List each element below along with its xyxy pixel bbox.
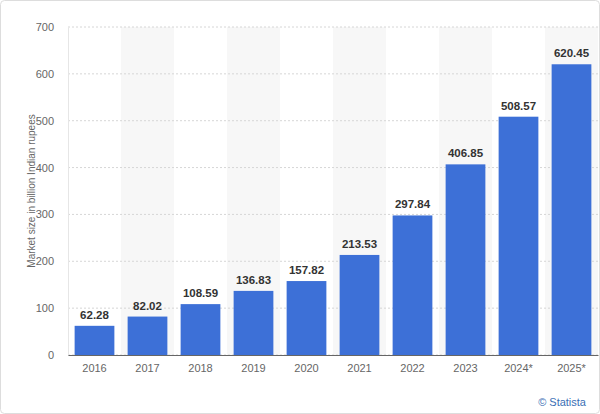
frame — [1, 1, 600, 414]
chart: 0100200300400500600700201620172018201920… — [0, 0, 600, 414]
x-tick: 2023 — [453, 355, 477, 374]
grid — [68, 27, 598, 355]
data-label: 508.57 — [501, 100, 536, 112]
x-tick: 2016 — [82, 355, 106, 374]
y-tick-label: 600 — [36, 68, 54, 80]
grid-line — [68, 73, 598, 74]
y-tick: 500 — [36, 115, 68, 127]
column-band — [439, 27, 492, 355]
column-band — [227, 27, 280, 355]
data-labels: 62.28 82.02 108.59 136.83 157.82 213.53 297.84… — [80, 47, 590, 321]
bars — [75, 64, 592, 355]
y-axis-line — [68, 28, 69, 356]
bar — [552, 64, 592, 355]
x-axis-line — [69, 355, 599, 356]
x-tick-label: 2018 — [188, 362, 212, 374]
data-label: 62.28 — [80, 309, 109, 321]
x-tick-label: 2020 — [294, 362, 318, 374]
y-axis-title: Market size in billion Indian rupees — [26, 114, 37, 267]
x-tick: 2018 — [188, 355, 212, 374]
data-label: 297.84 — [395, 198, 431, 210]
column-band — [333, 27, 386, 355]
x-tick-label: 2016 — [82, 362, 106, 374]
data-label: 620.45 — [554, 47, 590, 59]
x-tick: 2017 — [135, 355, 159, 374]
grid-line — [68, 27, 598, 28]
x-tick: 2022 — [400, 355, 424, 374]
bar — [340, 255, 380, 355]
y-tick-label: 700 — [36, 21, 54, 33]
bar — [234, 291, 274, 355]
y-tick-label: 500 — [36, 115, 54, 127]
x-tick-label: 2017 — [135, 362, 159, 374]
data-label: 406.85 — [448, 147, 484, 159]
y-tick: 100 — [36, 302, 68, 314]
y-axis: 0 100 200 300 400 500 600 700 — [36, 21, 69, 361]
y-tick-label: 100 — [36, 302, 54, 314]
x-tick: 2024* — [504, 355, 533, 374]
bar — [181, 304, 221, 355]
y-tick-label: 200 — [36, 255, 54, 267]
y-tick-label: 0 — [48, 349, 54, 361]
x-tick: 2020 — [294, 355, 318, 374]
y-tick-label: 300 — [36, 208, 54, 220]
data-label: 213.53 — [342, 238, 377, 250]
y-tick: 0 — [48, 349, 68, 361]
column-band — [121, 27, 174, 355]
data-label: 108.59 — [183, 287, 218, 299]
x-tick: 2025* — [557, 355, 586, 374]
bar — [499, 117, 539, 355]
y-tick: 400 — [36, 162, 68, 174]
x-tick-label: 2023 — [453, 362, 477, 374]
y-tick: 700 — [36, 21, 68, 33]
x-tick-label: 2021 — [347, 362, 371, 374]
data-label: 82.02 — [133, 300, 162, 312]
bar — [446, 164, 486, 355]
data-label: 136.83 — [236, 274, 271, 286]
x-tick: 2019 — [241, 355, 265, 374]
data-label: 157.82 — [289, 264, 324, 276]
x-tick: 2021 — [347, 355, 371, 374]
x-tick-label: 2019 — [241, 362, 265, 374]
bar — [287, 281, 327, 355]
x-tick-label: 2024* — [504, 362, 533, 374]
x-tick-label: 2025* — [557, 362, 586, 374]
x-axis: 2016 2017 2018 2019 2020 2021 2022 2023 2024* 202… — [69, 355, 599, 374]
bar — [75, 326, 115, 355]
y-tick: 600 — [36, 68, 68, 80]
plot: 0100200300400500600700201620172018201920… — [36, 21, 599, 374]
source-note[interactable]: © Statista — [538, 396, 587, 408]
bar — [128, 317, 168, 355]
column-shading — [121, 27, 598, 355]
y-tick: 300 — [36, 208, 68, 220]
x-tick-label: 2022 — [400, 362, 424, 374]
y-tick-label: 400 — [36, 162, 54, 174]
y-tick: 200 — [36, 255, 68, 267]
column-band — [545, 27, 598, 355]
bar — [393, 215, 433, 355]
